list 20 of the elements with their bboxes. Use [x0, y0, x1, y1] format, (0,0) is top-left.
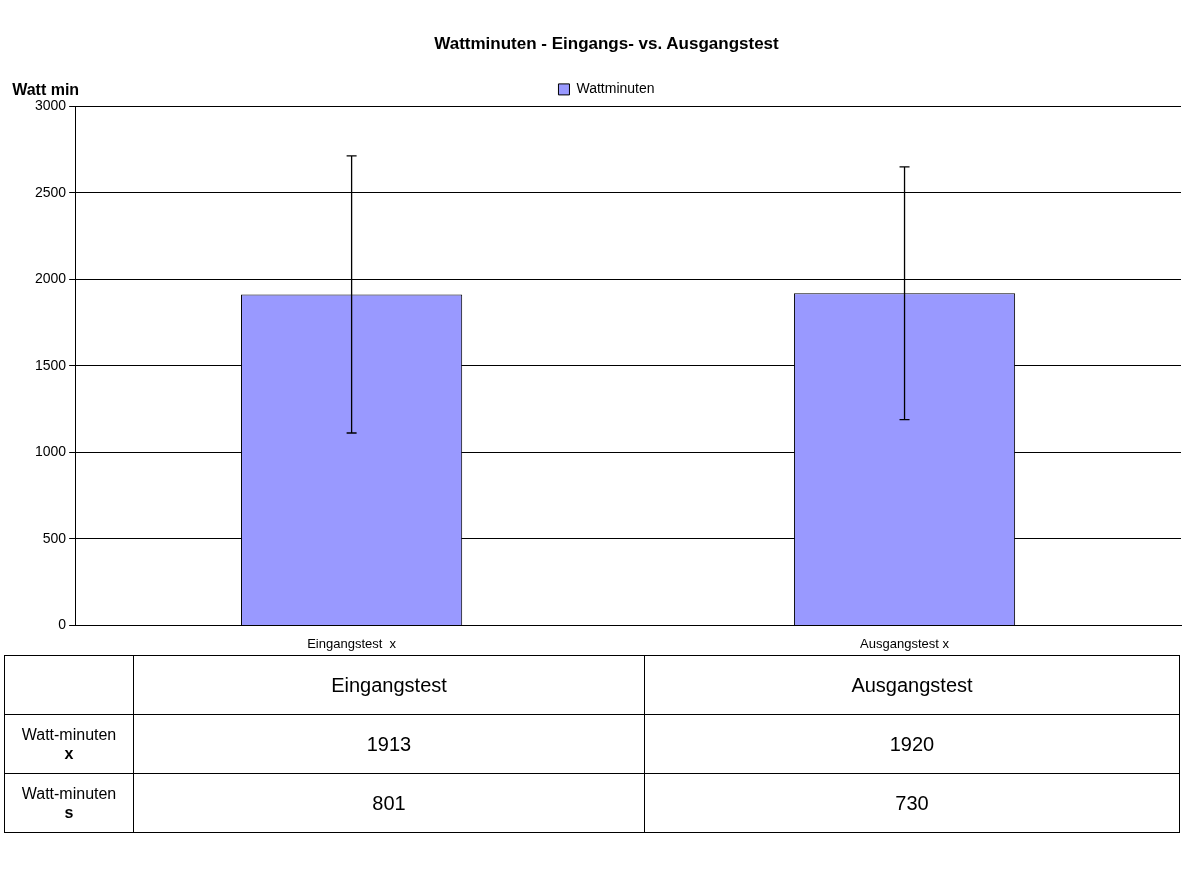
y-tick-label: 1000: [34, 443, 67, 460]
x-tick-label: Ausgangstest x: [860, 635, 950, 651]
y-tick-label: 2500: [34, 183, 67, 200]
text: Eingangstest: [133, 655, 645, 715]
chart-title: Wattminuten - Eingangs- vs. Ausgangstest: [434, 33, 780, 53]
x-tick-label: Eingangstest x: [307, 635, 397, 651]
data-label: 1913: [133, 714, 645, 774]
text: Ausgangstest: [644, 655, 1180, 715]
text: Watt-minuten s: [4, 773, 134, 833]
y-tick-label: 3000: [34, 97, 67, 114]
text: 730: [644, 773, 1180, 833]
data-label: 1920: [644, 714, 1180, 774]
text: Watt-minuten x: [4, 714, 134, 774]
text: 801: [133, 773, 645, 833]
y-tick-label: 2000: [34, 270, 67, 287]
y-tick-label: 0: [58, 616, 67, 633]
legend-label: Wattminuten: [576, 80, 655, 97]
y-tick-label: 500: [42, 529, 67, 546]
y-tick-label: 1500: [34, 356, 67, 373]
y-axis-title: Watt min: [12, 80, 80, 98]
